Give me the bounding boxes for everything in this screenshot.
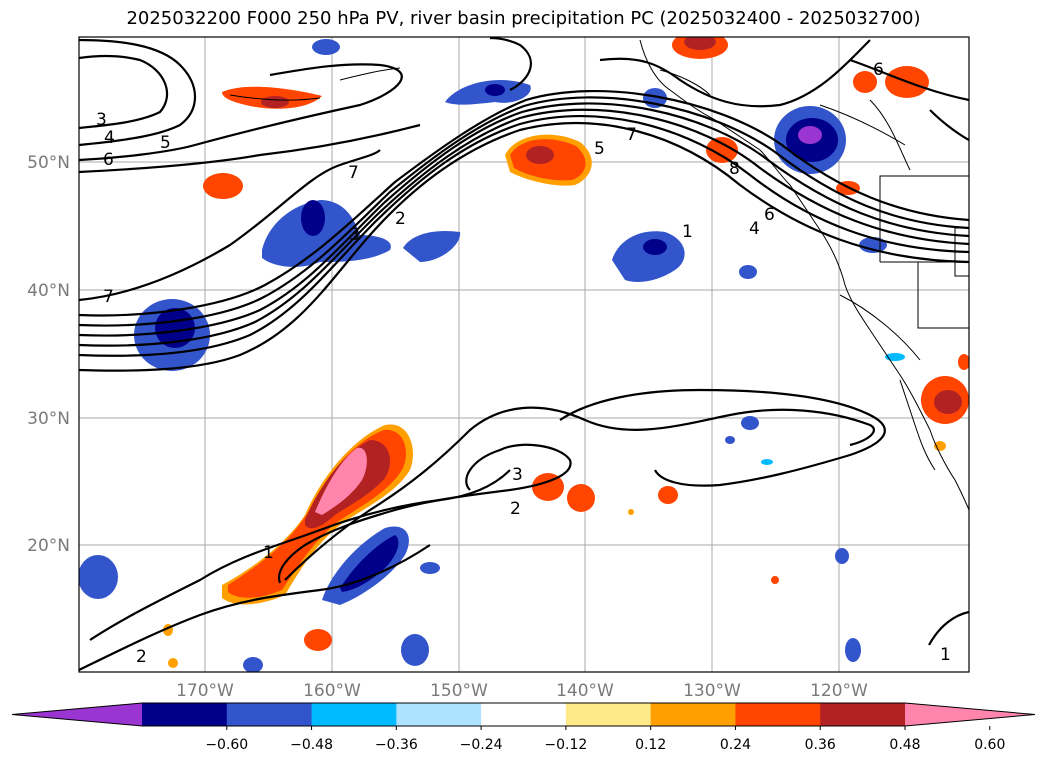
contour-labels: 3 4 5 6 7 7 3 2 5 7 1 4 6 8 6 3 2 1 2 1 <box>96 60 951 667</box>
contour-label: 2 <box>136 647 147 667</box>
map-title: 2025032200 F000 250 hPa PV, river basin … <box>126 8 921 29</box>
colorbar-segment <box>650 703 736 726</box>
contour-label: 3 <box>96 110 107 130</box>
colorbar-segment <box>735 703 821 726</box>
positive-anomaly-pink <box>315 447 367 515</box>
contour-label: 5 <box>160 133 171 153</box>
colorbar-tick-label: 0.48 <box>889 737 920 753</box>
contour-label: 2 <box>395 209 406 229</box>
lon-label: 150°W <box>430 681 488 701</box>
colorbar-segment <box>142 703 228 726</box>
coastlines <box>229 39 969 511</box>
contour-label: 7 <box>103 287 114 307</box>
colorbar-segment <box>481 703 567 726</box>
colorbar-segment <box>226 703 313 726</box>
colorbar-tick-label: −0.12 <box>544 737 587 753</box>
lon-label: 130°W <box>683 681 741 701</box>
lon-label: 140°W <box>556 681 614 701</box>
colorbar-tick-label: 0.24 <box>720 737 751 753</box>
negative-anomaly-core <box>340 535 399 592</box>
colorbar-tick-label: −0.24 <box>460 737 503 753</box>
contour-label: 1 <box>940 645 951 665</box>
contour-label: 7 <box>348 163 359 183</box>
lat-label: 30°N <box>27 409 70 429</box>
precip-shading <box>79 37 969 672</box>
colorbar-tick-label: −0.60 <box>205 737 248 753</box>
latitude-labels: 50°N 40°N 30°N 20°N <box>27 153 70 556</box>
contour-label: 6 <box>873 60 884 80</box>
contour-label: 1 <box>682 222 693 242</box>
colorbar-segment <box>565 703 652 726</box>
colorbar-outline <box>11 702 1036 727</box>
colorbar-tick-label: −0.36 <box>375 737 418 753</box>
lon-label: 170°W <box>176 681 234 701</box>
contour-label: 3 <box>512 465 523 485</box>
contour-label: 3 <box>349 225 360 245</box>
contour-label: 7 <box>626 125 637 145</box>
neg-patch-central <box>262 200 391 267</box>
colorbar-segment <box>396 703 482 726</box>
lat-label: 40°N <box>27 281 70 301</box>
lat-label: 50°N <box>27 153 70 173</box>
contour-label: 2 <box>510 499 521 519</box>
contour-label: 6 <box>764 205 775 225</box>
contour-label: 4 <box>749 219 760 239</box>
colorbar-extend-high <box>905 703 1035 726</box>
lon-label: 160°W <box>303 681 361 701</box>
colorbar-segment <box>311 703 397 726</box>
colorbar-extend-low <box>12 703 142 726</box>
colorbar-tick-label: 0.60 <box>974 737 1005 753</box>
contour-label: 5 <box>594 139 605 159</box>
contour-label: 8 <box>729 159 740 179</box>
contour-label: 1 <box>263 543 274 563</box>
map-border <box>78 36 970 673</box>
colorbar-segment <box>820 703 906 726</box>
colorbar: −0.60 −0.48 −0.36 −0.24 −0.12 0.12 0.24 0.36 0.4… <box>11 702 1036 753</box>
lon-label: 120°W <box>810 681 868 701</box>
colorbar-tick-label: 0.12 <box>635 737 666 753</box>
pv-contours <box>79 37 969 671</box>
longitude-labels: 170°W 160°W 150°W 140°W 130°W 120°W <box>176 681 868 701</box>
contour-label: 4 <box>104 128 115 148</box>
contour-label: 6 <box>103 150 114 170</box>
lat-label: 20°N <box>27 536 70 556</box>
colorbar-tick-label: −0.48 <box>290 737 333 753</box>
colorbar-tick-label: 0.36 <box>805 737 836 753</box>
